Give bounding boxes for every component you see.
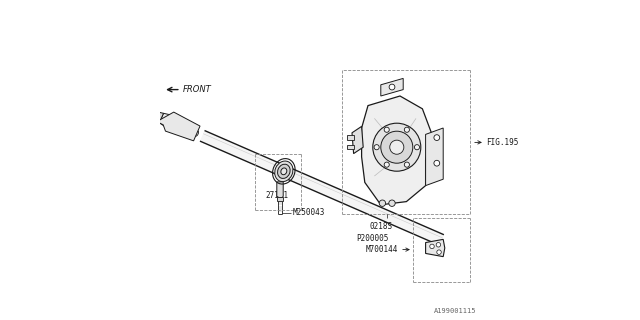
- Ellipse shape: [195, 131, 198, 136]
- Circle shape: [404, 162, 410, 167]
- Polygon shape: [154, 112, 163, 123]
- Circle shape: [389, 84, 395, 90]
- Polygon shape: [426, 128, 443, 186]
- Polygon shape: [352, 126, 364, 154]
- Circle shape: [384, 127, 389, 132]
- Polygon shape: [381, 78, 403, 96]
- Circle shape: [379, 200, 385, 206]
- Polygon shape: [347, 135, 354, 140]
- Circle shape: [374, 145, 380, 150]
- Polygon shape: [278, 197, 283, 201]
- Circle shape: [436, 243, 440, 247]
- Ellipse shape: [188, 127, 192, 134]
- Polygon shape: [200, 131, 444, 245]
- Polygon shape: [159, 113, 172, 128]
- Circle shape: [384, 162, 389, 167]
- Circle shape: [404, 127, 410, 132]
- Ellipse shape: [281, 168, 287, 175]
- Circle shape: [415, 145, 420, 150]
- Ellipse shape: [178, 122, 183, 131]
- Ellipse shape: [275, 161, 293, 182]
- Ellipse shape: [278, 164, 290, 179]
- Polygon shape: [277, 182, 284, 198]
- Polygon shape: [362, 96, 432, 205]
- Text: A199001115: A199001115: [435, 308, 477, 314]
- Circle shape: [434, 135, 440, 140]
- Circle shape: [381, 131, 413, 163]
- Circle shape: [389, 200, 396, 206]
- Circle shape: [436, 250, 442, 254]
- Text: 27111: 27111: [266, 190, 289, 200]
- Text: FRONT: FRONT: [182, 85, 211, 94]
- Polygon shape: [347, 145, 354, 149]
- Circle shape: [390, 140, 404, 154]
- Text: P200005: P200005: [356, 234, 389, 243]
- Text: FIG.195: FIG.195: [486, 138, 518, 147]
- Text: M700144: M700144: [366, 245, 398, 254]
- Circle shape: [434, 160, 440, 166]
- Circle shape: [372, 123, 421, 171]
- Circle shape: [430, 244, 435, 249]
- Text: M250043: M250043: [293, 208, 325, 217]
- Polygon shape: [157, 112, 200, 141]
- Polygon shape: [426, 239, 445, 257]
- Text: 0218S: 0218S: [369, 222, 392, 231]
